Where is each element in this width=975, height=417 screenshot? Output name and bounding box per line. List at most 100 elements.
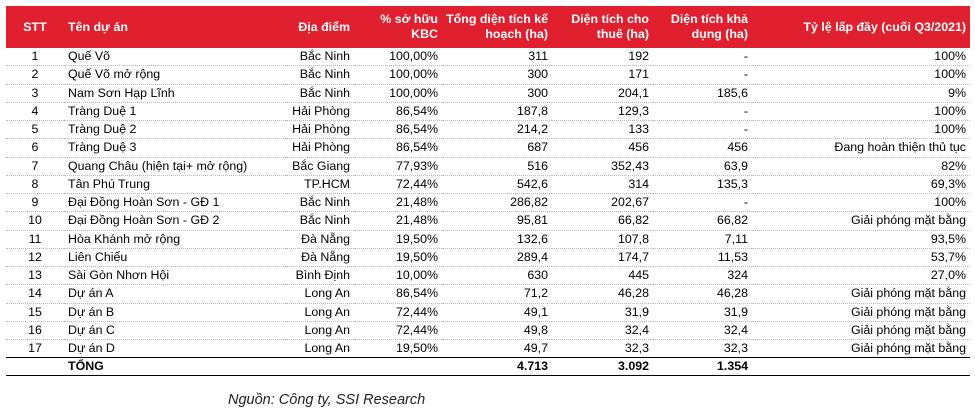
cell-occupancy: Giải phóng mặt bằng bbox=[752, 284, 970, 304]
cell-ownership: 72,44% bbox=[354, 303, 442, 322]
cell-lease: 314 bbox=[552, 175, 653, 195]
cell-project: Tràng Duệ 2 bbox=[64, 120, 286, 140]
source-note: Nguồn: Công ty, SSI Research bbox=[228, 392, 426, 408]
header-available-line1: Diện tích khả bbox=[670, 12, 748, 26]
cell-location: Bình Định bbox=[286, 266, 354, 286]
header-planned-line1: Tổng diện tích kế bbox=[446, 12, 548, 26]
cell-lease: 352,43 bbox=[552, 157, 653, 176]
cell-stt: 5 bbox=[6, 120, 64, 140]
cell-planned: 630 bbox=[442, 266, 552, 286]
cell-stt: 8 bbox=[6, 175, 64, 195]
header-available-area: Diện tích khả dụng (ha) bbox=[653, 6, 752, 48]
table-row: 9 Đại Đồng Hoàn Sơn - GĐ 1 Bắc Ninh 21,4… bbox=[6, 193, 970, 213]
cell-project: Đại Đồng Hoàn Sơn - GĐ 2 bbox=[64, 211, 286, 231]
total-available: 1.354 bbox=[653, 357, 752, 377]
cell-available: - bbox=[653, 102, 752, 122]
cell-ownership: 86,54% bbox=[354, 102, 442, 122]
cell-project: Nam Sơn Hạp Lĩnh bbox=[64, 84, 286, 103]
table-row: 14 Dự án A Long An 86,54% 71,2 46,28 46,… bbox=[6, 284, 970, 304]
cell-ownership: 100,00% bbox=[354, 84, 442, 103]
cell-available: 32,4 bbox=[653, 321, 752, 341]
cell-project: Liên Chiểu bbox=[64, 248, 286, 268]
header-occupancy: Tỷ lệ lấp đầy (cuối Q3/2021) bbox=[803, 19, 966, 34]
cell-lease: 202,67 bbox=[552, 193, 653, 213]
cell-planned: 516 bbox=[442, 157, 552, 176]
table-row: 5 Tràng Duệ 2 Hải Phòng 86,54% 214,2 133… bbox=[6, 120, 970, 140]
cell-planned: 95,81 bbox=[442, 211, 552, 231]
cell-ownership: 86,54% bbox=[354, 284, 442, 304]
cell-occupancy: 100% bbox=[752, 48, 970, 67]
header-project-name: Tên dự án bbox=[68, 19, 128, 34]
cell-occupancy: Đang hoàn thiện thủ tục bbox=[752, 138, 970, 158]
cell-available: - bbox=[653, 193, 752, 213]
cell-lease: 107,8 bbox=[552, 230, 653, 249]
cell-stt: 2 bbox=[6, 65, 64, 85]
cell-lease: 133 bbox=[552, 120, 653, 140]
cell-location: Bắc Ninh bbox=[286, 65, 354, 85]
table-row: 8 Tân Phú Trung TP.HCM 72,44% 542,6 314 … bbox=[6, 175, 970, 195]
cell-stt: 15 bbox=[6, 303, 64, 322]
cell-project: Tràng Duệ 1 bbox=[64, 102, 286, 122]
cell-project: Tràng Duệ 3 bbox=[64, 138, 286, 158]
header-ownership-line1: % sở hữu bbox=[380, 12, 438, 26]
cell-ownership: 77,93% bbox=[354, 157, 442, 176]
header-lease-line2: thuê (ha) bbox=[596, 27, 649, 41]
cell-lease: 32,3 bbox=[552, 339, 653, 359]
cell-project: Sài Gòn Nhơn Hội bbox=[64, 266, 286, 286]
cell-occupancy: 93,5% bbox=[752, 230, 970, 249]
cell-stt: 11 bbox=[6, 230, 64, 249]
total-blank-cell bbox=[6, 357, 64, 377]
cell-occupancy: 100% bbox=[752, 193, 970, 213]
cell-project: Đại Đồng Hoàn Sơn - GĐ 1 bbox=[64, 193, 286, 213]
table-row: 13 Sài Gòn Nhơn Hội Bình Định 10,00% 630… bbox=[6, 266, 970, 286]
header-ownership-line2: KBC bbox=[411, 27, 438, 41]
total-lease: 3.092 bbox=[552, 357, 653, 377]
cell-project: Dự án D bbox=[64, 339, 286, 359]
total-blank-cell bbox=[286, 357, 354, 377]
table-row: 10 Đại Đồng Hoàn Sơn - GĐ 2 Bắc Ninh 21,… bbox=[6, 211, 970, 231]
cell-location: Long An bbox=[286, 284, 354, 304]
cell-planned: 49,1 bbox=[442, 303, 552, 322]
cell-project: Quế Võ bbox=[64, 48, 286, 67]
cell-occupancy: 100% bbox=[752, 65, 970, 85]
table-header-row: STT Tên dự án Địa điểm % sở hữu KBC Tổng… bbox=[6, 6, 970, 48]
cell-ownership: 72,44% bbox=[354, 175, 442, 195]
cell-lease: 456 bbox=[552, 138, 653, 158]
cell-project: Dự án A bbox=[64, 284, 286, 304]
cell-stt: 9 bbox=[6, 193, 64, 213]
cell-available: - bbox=[653, 120, 752, 140]
cell-project: Hòa Khánh mở rộng bbox=[64, 230, 286, 249]
cell-stt: 13 bbox=[6, 266, 64, 286]
cell-available: 63,9 bbox=[653, 157, 752, 176]
cell-occupancy: Giải phóng mặt bằng bbox=[752, 339, 970, 359]
cell-ownership: 86,54% bbox=[354, 138, 442, 158]
cell-location: Long An bbox=[286, 339, 354, 359]
cell-ownership: 10,00% bbox=[354, 266, 442, 286]
cell-occupancy: 27,0% bbox=[752, 266, 970, 286]
cell-occupancy: 9% bbox=[752, 84, 970, 103]
total-blank-cell bbox=[354, 357, 442, 377]
cell-lease: 32,4 bbox=[552, 321, 653, 341]
cell-project: Dự án B bbox=[64, 303, 286, 322]
cell-planned: 542,6 bbox=[442, 175, 552, 195]
cell-lease: 171 bbox=[552, 65, 653, 85]
total-planned: 4.713 bbox=[442, 357, 552, 377]
cell-project: Quế Võ mở rộng bbox=[64, 65, 286, 85]
kbc-projects-table: STT Tên dự án Địa điểm % sở hữu KBC Tổng… bbox=[6, 6, 970, 377]
cell-available: - bbox=[653, 48, 752, 67]
cell-stt: 6 bbox=[6, 138, 64, 158]
header-ownership: % sở hữu KBC bbox=[354, 6, 442, 48]
table-row: 12 Liên Chiểu Đà Nẵng 19,50% 289,4 174,7… bbox=[6, 248, 970, 268]
cell-lease: 192 bbox=[552, 48, 653, 67]
cell-planned: 132,6 bbox=[442, 230, 552, 249]
table-row: 3 Nam Sơn Hạp Lĩnh Bắc Ninh 100,00% 300 … bbox=[6, 84, 970, 103]
table-row: 4 Tràng Duệ 1 Hải Phòng 86,54% 187,8 129… bbox=[6, 102, 970, 122]
cell-location: Bắc Ninh bbox=[286, 84, 354, 103]
cell-ownership: 100,00% bbox=[354, 48, 442, 67]
header-lease-area: Diện tích cho thuê (ha) bbox=[552, 6, 653, 48]
table-row: 17 Dự án D Long An 19,50% 49,7 32,3 32,3… bbox=[6, 339, 970, 359]
cell-location: Hải Phòng bbox=[286, 102, 354, 122]
cell-location: Hải Phòng bbox=[286, 138, 354, 158]
cell-project: Quang Châu (hiện tại+ mở rộng) bbox=[64, 157, 286, 176]
table-row: 11 Hòa Khánh mở rộng Đà Nẵng 19,50% 132,… bbox=[6, 230, 970, 249]
